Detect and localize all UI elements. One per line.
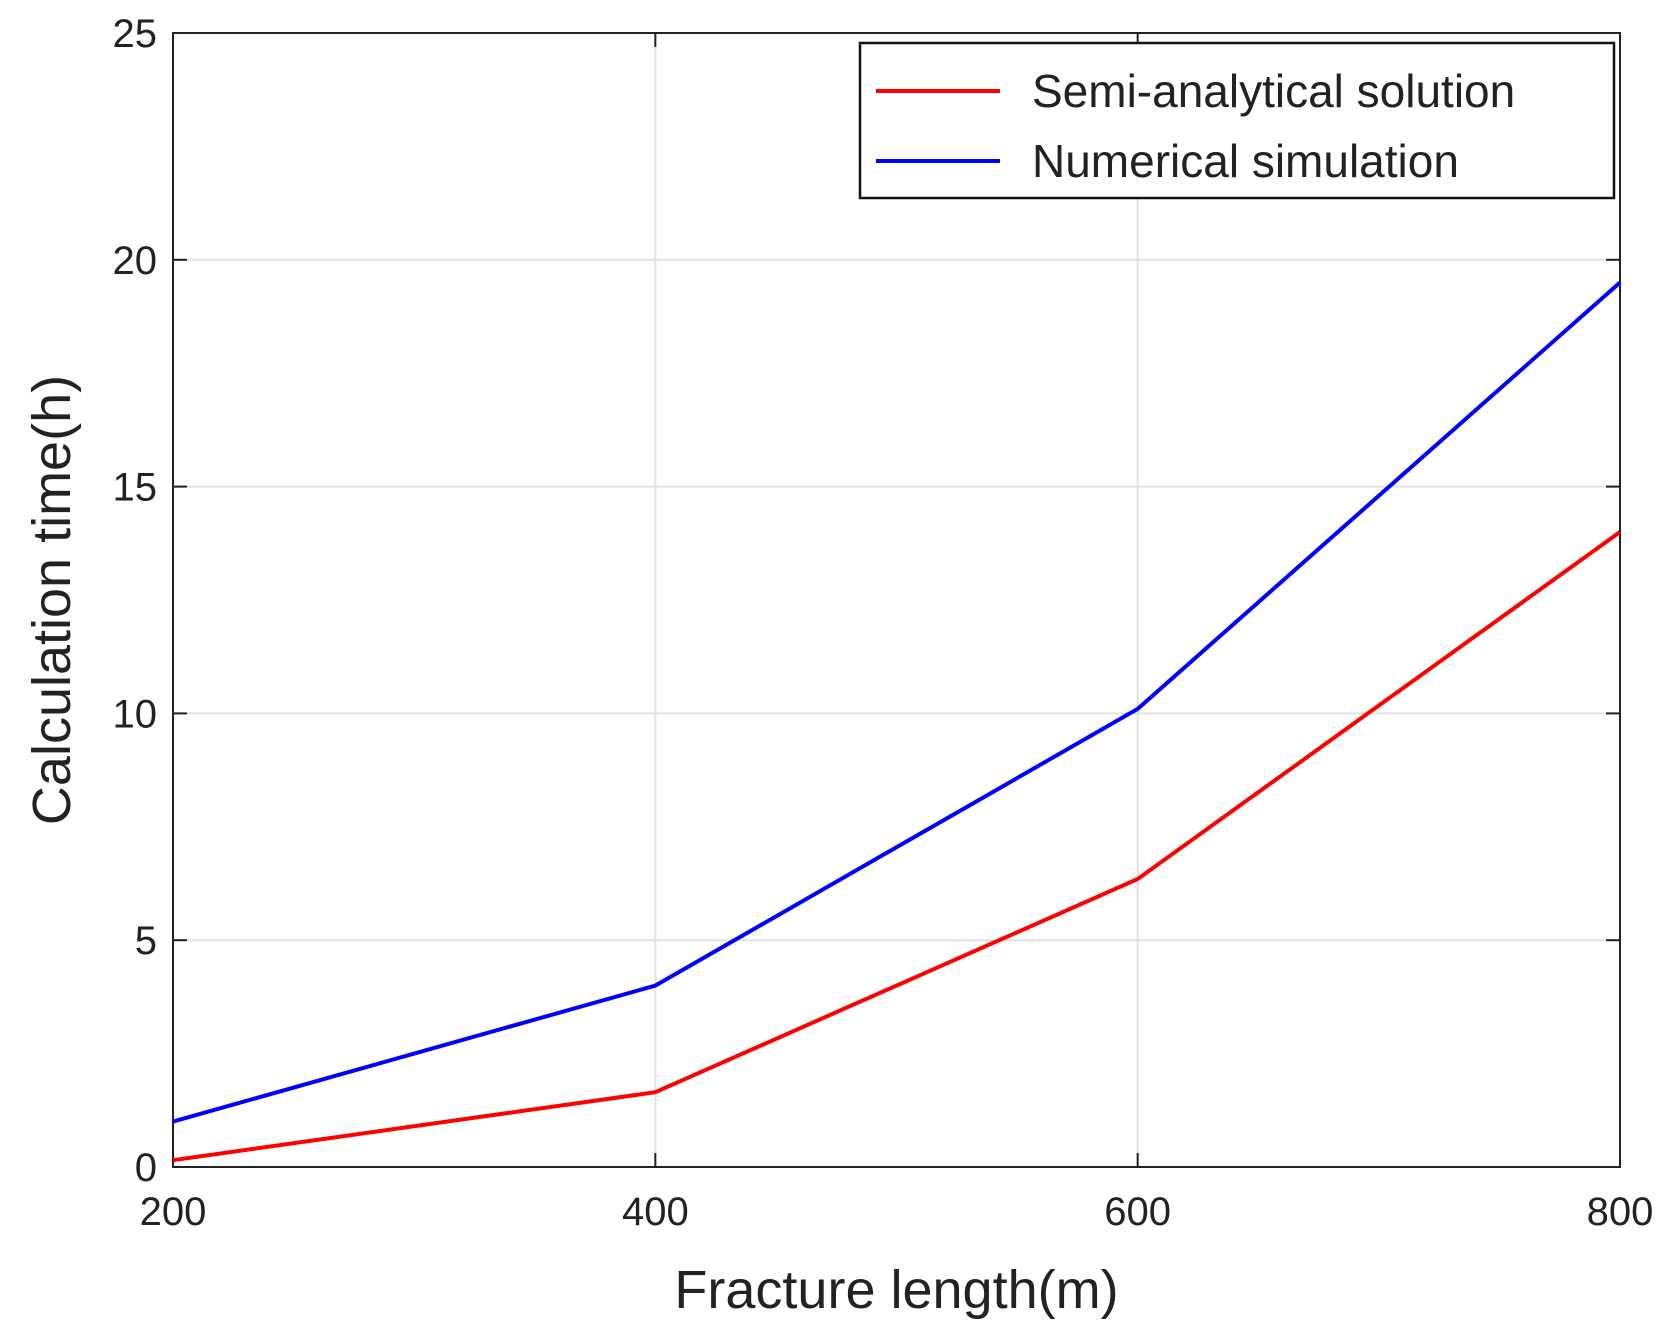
y-tick-label-5: 5 (135, 919, 157, 963)
legend: Semi-analytical solution Numerical simul… (858, 41, 1616, 200)
series-line-semi-analytical (172, 530, 1622, 1163)
plot-frame (172, 32, 1621, 1168)
x-tick-label-600: 600 (1104, 1190, 1171, 1234)
series-line-numerical (172, 281, 1622, 1124)
y-tick-label-10: 10 (113, 692, 158, 736)
x-tick-label-800: 800 (1587, 1190, 1654, 1234)
legend-label-semi-analytical: Semi-analytical solution (1032, 65, 1515, 117)
series-lines (172, 281, 1622, 1163)
legend-box (858, 41, 1616, 200)
legend-label-numerical: Numerical simulation (1032, 135, 1459, 187)
y-tick-label-25: 25 (113, 12, 158, 56)
x-tick-label-400: 400 (622, 1190, 689, 1234)
x-tick-label-200: 200 (140, 1190, 207, 1234)
y-axis-title: Calculation time(h) (22, 375, 82, 825)
y-tick-label-20: 20 (113, 239, 158, 283)
y-tick-label-0: 0 (135, 1146, 157, 1190)
axis-ticks: 0 5 10 15 20 25 200 400 600 800 (113, 12, 1654, 1234)
grid-lines (172, 32, 1621, 1168)
x-axis-title: Fracture length(m) (674, 1260, 1118, 1320)
y-tick-label-15: 15 (113, 466, 158, 510)
